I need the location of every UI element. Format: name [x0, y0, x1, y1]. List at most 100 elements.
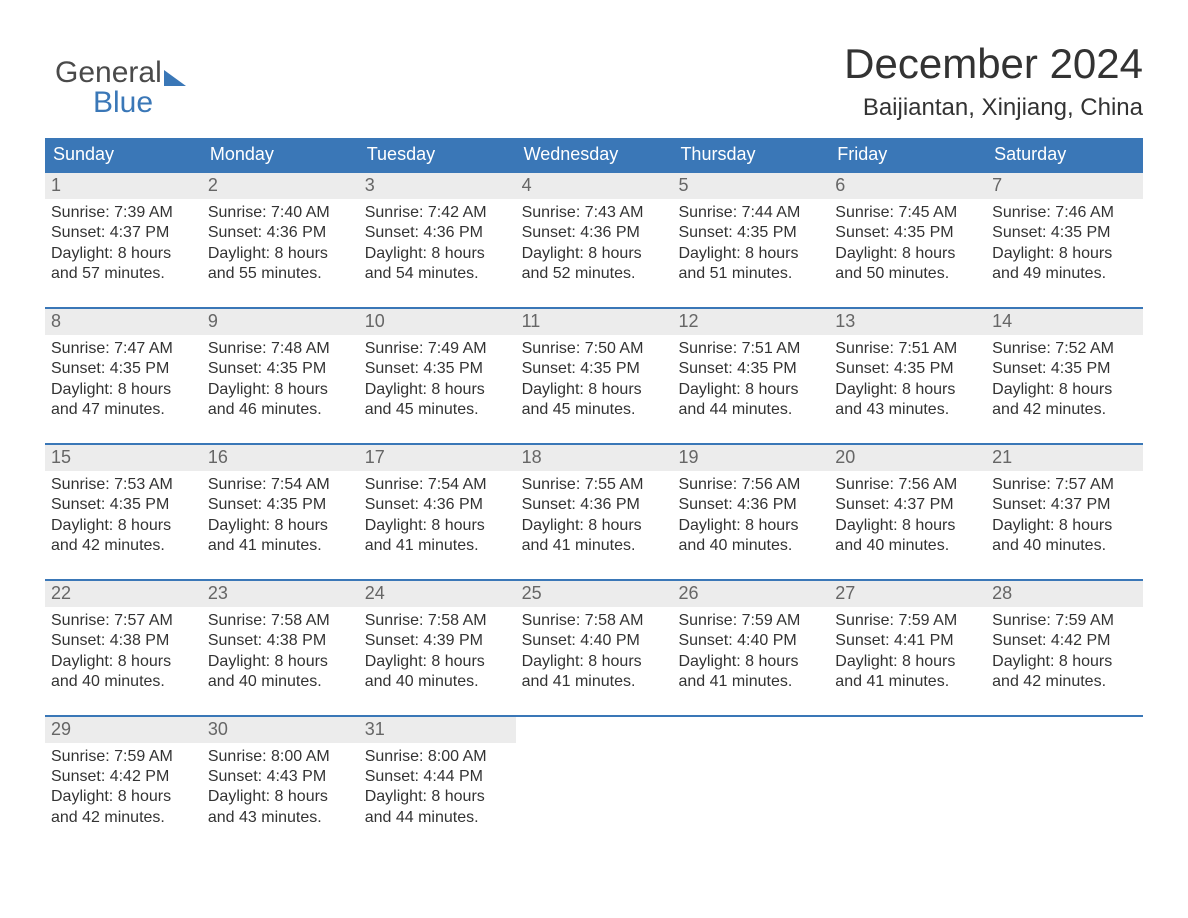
sunrise-text: Sunrise: 7:51 AM: [835, 339, 980, 359]
sunset-text: Sunset: 4:35 PM: [51, 495, 196, 515]
daylight-text-1: Daylight: 8 hours: [522, 244, 667, 264]
calendar-day: 26Sunrise: 7:59 AMSunset: 4:40 PMDayligh…: [672, 581, 829, 701]
calendar-day: 13Sunrise: 7:51 AMSunset: 4:35 PMDayligh…: [829, 309, 986, 429]
day-number: 5: [672, 173, 829, 199]
sunset-text: Sunset: 4:44 PM: [365, 767, 510, 787]
day-details: Sunrise: 7:54 AMSunset: 4:36 PMDaylight:…: [359, 471, 516, 565]
day-details: Sunrise: 7:47 AMSunset: 4:35 PMDaylight:…: [45, 335, 202, 429]
sunrise-text: Sunrise: 8:00 AM: [365, 747, 510, 767]
calendar-day: [829, 717, 986, 837]
calendar-day: 22Sunrise: 7:57 AMSunset: 4:38 PMDayligh…: [45, 581, 202, 701]
daylight-text-1: Daylight: 8 hours: [992, 244, 1137, 264]
daylight-text-1: Daylight: 8 hours: [835, 652, 980, 672]
sunrise-text: Sunrise: 7:59 AM: [678, 611, 823, 631]
sunset-text: Sunset: 4:35 PM: [678, 359, 823, 379]
sunset-text: Sunset: 4:41 PM: [835, 631, 980, 651]
daylight-text-1: Daylight: 8 hours: [51, 244, 196, 264]
sunrise-text: Sunrise: 7:58 AM: [208, 611, 353, 631]
sunset-text: Sunset: 4:35 PM: [208, 359, 353, 379]
sunset-text: Sunset: 4:42 PM: [51, 767, 196, 787]
day-number: 17: [359, 445, 516, 471]
calendar-day: 24Sunrise: 7:58 AMSunset: 4:39 PMDayligh…: [359, 581, 516, 701]
sunrise-text: Sunrise: 7:49 AM: [365, 339, 510, 359]
daylight-text-2: and 50 minutes.: [835, 264, 980, 284]
daylight-text-2: and 40 minutes.: [365, 672, 510, 692]
day-details: Sunrise: 8:00 AMSunset: 4:43 PMDaylight:…: [202, 743, 359, 837]
col-header: Tuesday: [359, 138, 516, 171]
sunset-text: Sunset: 4:35 PM: [678, 223, 823, 243]
calendar-day: 16Sunrise: 7:54 AMSunset: 4:35 PMDayligh…: [202, 445, 359, 565]
day-number: 25: [516, 581, 673, 607]
sunrise-text: Sunrise: 7:59 AM: [835, 611, 980, 631]
day-details: Sunrise: 7:59 AMSunset: 4:41 PMDaylight:…: [829, 607, 986, 701]
sunset-text: Sunset: 4:35 PM: [208, 495, 353, 515]
calendar-day: 19Sunrise: 7:56 AMSunset: 4:36 PMDayligh…: [672, 445, 829, 565]
col-header: Monday: [202, 138, 359, 171]
day-number: 22: [45, 581, 202, 607]
daylight-text-2: and 41 minutes.: [365, 536, 510, 556]
day-details: Sunrise: 7:43 AMSunset: 4:36 PMDaylight:…: [516, 199, 673, 293]
day-number: 15: [45, 445, 202, 471]
day-number: 18: [516, 445, 673, 471]
sunrise-text: Sunrise: 7:48 AM: [208, 339, 353, 359]
day-details: Sunrise: 7:58 AMSunset: 4:38 PMDaylight:…: [202, 607, 359, 701]
logo-line1: General: [55, 58, 186, 88]
sunrise-text: Sunrise: 7:47 AM: [51, 339, 196, 359]
daylight-text-1: Daylight: 8 hours: [992, 380, 1137, 400]
day-number: 6: [829, 173, 986, 199]
calendar-day: 8Sunrise: 7:47 AMSunset: 4:35 PMDaylight…: [45, 309, 202, 429]
sunrise-text: Sunrise: 7:45 AM: [835, 203, 980, 223]
daylight-text-2: and 40 minutes.: [678, 536, 823, 556]
sunset-text: Sunset: 4:37 PM: [992, 495, 1137, 515]
calendar-day: 20Sunrise: 7:56 AMSunset: 4:37 PMDayligh…: [829, 445, 986, 565]
daylight-text-2: and 40 minutes.: [835, 536, 980, 556]
daylight-text-1: Daylight: 8 hours: [992, 652, 1137, 672]
daylight-text-2: and 40 minutes.: [208, 672, 353, 692]
daylight-text-2: and 44 minutes.: [365, 808, 510, 828]
day-details: Sunrise: 7:52 AMSunset: 4:35 PMDaylight:…: [986, 335, 1143, 429]
daylight-text-1: Daylight: 8 hours: [365, 516, 510, 536]
calendar-day: [986, 717, 1143, 837]
sunset-text: Sunset: 4:35 PM: [992, 223, 1137, 243]
calendar-week: 8Sunrise: 7:47 AMSunset: 4:35 PMDaylight…: [45, 307, 1143, 429]
sunset-text: Sunset: 4:42 PM: [992, 631, 1137, 651]
calendar-day: 3Sunrise: 7:42 AMSunset: 4:36 PMDaylight…: [359, 173, 516, 293]
day-number: 9: [202, 309, 359, 335]
day-number: 21: [986, 445, 1143, 471]
day-details: Sunrise: 7:39 AMSunset: 4:37 PMDaylight:…: [45, 199, 202, 293]
daylight-text-1: Daylight: 8 hours: [365, 380, 510, 400]
sunset-text: Sunset: 4:39 PM: [365, 631, 510, 651]
sunrise-text: Sunrise: 7:53 AM: [51, 475, 196, 495]
calendar-day: 28Sunrise: 7:59 AMSunset: 4:42 PMDayligh…: [986, 581, 1143, 701]
day-details: Sunrise: 7:55 AMSunset: 4:36 PMDaylight:…: [516, 471, 673, 565]
sunset-text: Sunset: 4:40 PM: [678, 631, 823, 651]
sunset-text: Sunset: 4:37 PM: [835, 495, 980, 515]
logo-text-general: General: [55, 58, 162, 88]
sunrise-text: Sunrise: 7:56 AM: [678, 475, 823, 495]
day-number: 24: [359, 581, 516, 607]
daylight-text-1: Daylight: 8 hours: [678, 380, 823, 400]
sunrise-text: Sunrise: 7:51 AM: [678, 339, 823, 359]
sunrise-text: Sunrise: 7:43 AM: [522, 203, 667, 223]
day-details: Sunrise: 7:50 AMSunset: 4:35 PMDaylight:…: [516, 335, 673, 429]
daylight-text-2: and 47 minutes.: [51, 400, 196, 420]
day-number: 16: [202, 445, 359, 471]
daylight-text-2: and 54 minutes.: [365, 264, 510, 284]
day-details: Sunrise: 7:59 AMSunset: 4:42 PMDaylight:…: [986, 607, 1143, 701]
day-number: 27: [829, 581, 986, 607]
daylight-text-1: Daylight: 8 hours: [51, 652, 196, 672]
sunset-text: Sunset: 4:38 PM: [208, 631, 353, 651]
logo: General Blue: [45, 40, 186, 118]
day-number: 10: [359, 309, 516, 335]
calendar-day: [672, 717, 829, 837]
daylight-text-1: Daylight: 8 hours: [835, 380, 980, 400]
daylight-text-2: and 57 minutes.: [51, 264, 196, 284]
calendar-day: 4Sunrise: 7:43 AMSunset: 4:36 PMDaylight…: [516, 173, 673, 293]
day-number: 30: [202, 717, 359, 743]
sunrise-text: Sunrise: 7:52 AM: [992, 339, 1137, 359]
calendar-day: 17Sunrise: 7:54 AMSunset: 4:36 PMDayligh…: [359, 445, 516, 565]
day-number: 7: [986, 173, 1143, 199]
day-number: 19: [672, 445, 829, 471]
day-details: Sunrise: 7:57 AMSunset: 4:38 PMDaylight:…: [45, 607, 202, 701]
day-details: Sunrise: 7:42 AMSunset: 4:36 PMDaylight:…: [359, 199, 516, 293]
